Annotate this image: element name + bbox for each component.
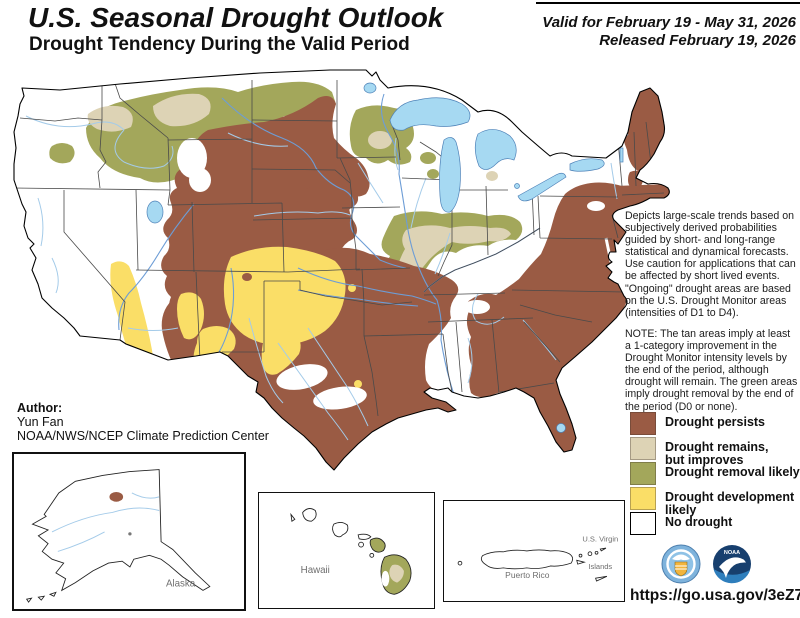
author-name: Yun Fan <box>17 415 64 429</box>
alaska-river <box>131 492 160 499</box>
legend-item-no-drought: No drought <box>630 512 732 535</box>
great-lakes <box>146 82 624 433</box>
alaska-dot <box>128 532 132 536</box>
legend-item-persists: Drought persists <box>630 412 765 435</box>
author-organization: NOAA/NWS/NCEP Climate Prediction Center <box>17 429 269 443</box>
description-text: Depicts large-scale trends based on subj… <box>625 210 796 319</box>
legend-label-development: Drought development likely <box>665 490 795 517</box>
legend-label-improves: Drought remains, but improves <box>665 440 769 467</box>
st-croix-island <box>595 575 608 582</box>
vieques-island <box>576 559 586 565</box>
aleutian-islands <box>25 591 57 603</box>
st-thomas-island <box>587 551 593 557</box>
legend-item-removal: Drought removal likely <box>630 462 800 485</box>
drought-persists-spot <box>242 273 252 281</box>
culebra-island <box>578 553 583 558</box>
legend-item-development: Drought development likely <box>630 487 800 517</box>
note-text: NOTE: The tan areas imply at least a 1-c… <box>625 328 798 413</box>
eagle-icon <box>672 554 690 561</box>
kuskokwim-river <box>57 531 105 552</box>
legend-label-no-drought: No drought <box>665 515 733 529</box>
great-salt-lake <box>146 200 164 224</box>
big-island-no-drought-area <box>381 570 390 587</box>
lanai-island <box>358 541 364 548</box>
legend-swatch-no-drought <box>630 512 656 535</box>
big-island-improves-area <box>389 564 404 583</box>
legend-label-removal: Drought removal likely <box>665 465 800 479</box>
alaska-label: Alaska <box>166 578 196 589</box>
hawaii-label: Hawaii <box>301 565 330 576</box>
st-john-island <box>594 550 599 555</box>
noaa-logo-text: NOAA <box>724 550 740 556</box>
release-date-text: Released February 19, 2026 <box>599 32 796 49</box>
legend-swatch-improves <box>630 437 656 460</box>
noaa-gull-icon <box>719 557 746 578</box>
commerce-seal-logo <box>661 544 701 584</box>
legend-swatch-persists <box>630 412 656 435</box>
legend-swatch-removal <box>630 462 656 485</box>
yukon-river <box>51 507 160 533</box>
maui-island <box>369 537 386 553</box>
map-url: https://go.usa.gov/3eZ73 <box>630 587 800 604</box>
molokai-island <box>357 533 372 540</box>
state-borders <box>14 70 665 417</box>
oahu-island <box>332 522 349 538</box>
legend-swatch-development <box>630 487 656 510</box>
author-label: Author: <box>17 401 63 415</box>
puerto-rico-island <box>480 549 574 570</box>
kauai-island <box>302 508 317 522</box>
hawaii-inset: Hawaii <box>258 492 435 609</box>
lake-okeechobee <box>556 423 566 433</box>
virgin-islands-label-line2: Islands <box>588 562 612 571</box>
niihau-island <box>290 512 296 522</box>
page-subtitle: Drought Tendency During the Valid Period <box>29 34 410 55</box>
agency-logos: NOAA <box>661 544 751 584</box>
validity-block: Valid for February 19 - May 31, 2026 Rel… <box>496 14 796 50</box>
top-border-line <box>536 2 800 4</box>
kahoolawe-island <box>369 552 375 558</box>
puerto-rico-label: Puerto Rico <box>505 570 550 580</box>
puerto-rico-inset: Puerto Rico U.S. Virgin Islands <box>443 500 625 602</box>
legend-item-improves: Drought remains, but improves <box>630 437 769 467</box>
virgin-islands-label-line1: U.S. Virgin <box>582 534 618 543</box>
alaska-inset: Alaska <box>12 452 246 611</box>
legend-label-persists: Drought persists <box>665 415 766 429</box>
mona-island <box>457 560 463 566</box>
tortola-island <box>599 547 607 552</box>
alaska-drought-persists-spot <box>109 491 124 502</box>
page-title: U.S. Seasonal Drought Outlook <box>28 2 444 33</box>
drought-development-region <box>110 246 362 388</box>
alaska-landmass <box>31 469 211 592</box>
noaa-logo: NOAA <box>713 545 751 584</box>
valid-period-text: Valid for February 19 - May 31, 2026 <box>542 14 796 31</box>
author-block: Author: Yun Fan NOAA/NWS/NCEP Climate Pr… <box>17 401 269 443</box>
lake-champlain <box>619 147 624 163</box>
